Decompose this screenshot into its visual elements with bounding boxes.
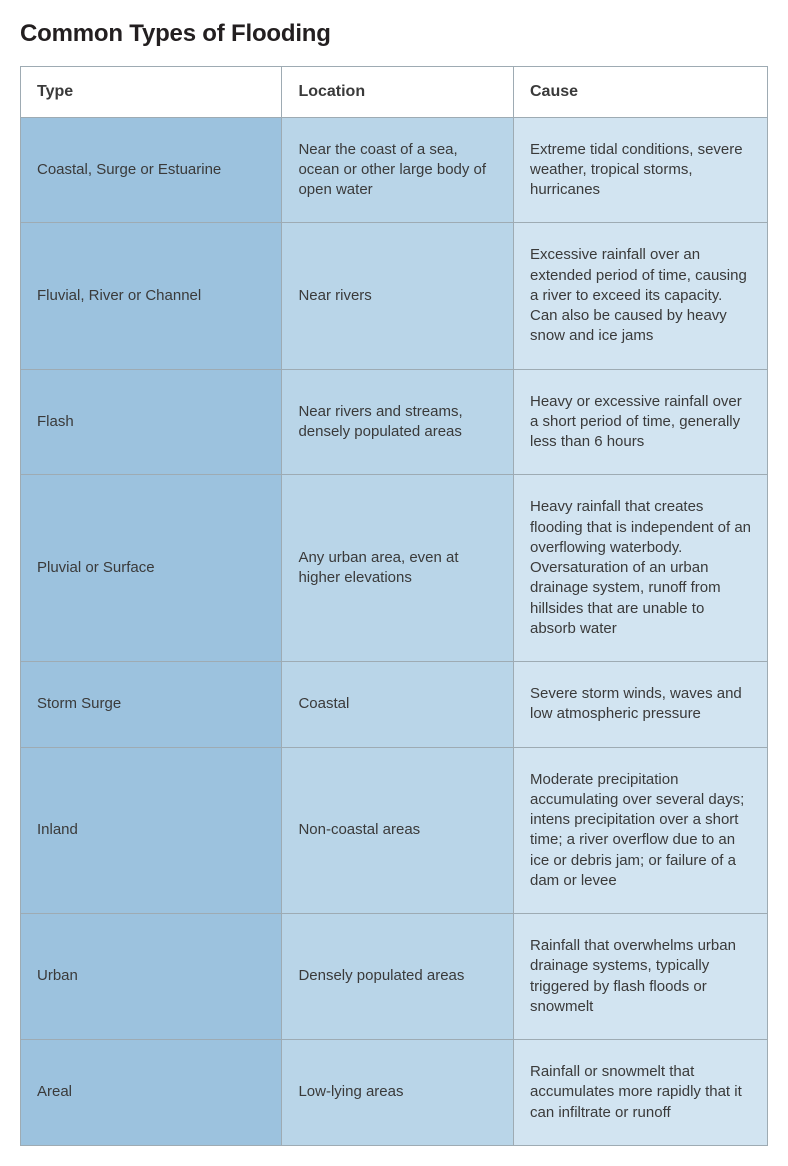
cell-type: Flash (21, 369, 282, 475)
col-header-location: Location (282, 67, 514, 118)
table-row: FlashNear rivers and streams, densely po… (21, 369, 768, 475)
cell-location: Coastal (282, 662, 514, 748)
table-row: InlandNon-coastal areasModerate precipit… (21, 747, 768, 914)
cell-type: Fluvial, River or Channel (21, 223, 282, 369)
cell-type: Storm Surge (21, 662, 282, 748)
cell-type: Pluvial or Surface (21, 475, 282, 662)
col-header-type: Type (21, 67, 282, 118)
cell-location: Any urban area, even at higher elevation… (282, 475, 514, 662)
table-row: ArealLow-lying areasRainfall or snowmelt… (21, 1040, 768, 1146)
cell-cause: Moderate precipitation accumulating over… (514, 747, 768, 914)
table-row: Coastal, Surge or EstuarineNear the coas… (21, 117, 768, 223)
cell-location: Near the coast of a sea, ocean or other … (282, 117, 514, 223)
table-row: Pluvial or SurfaceAny urban area, even a… (21, 475, 768, 662)
cell-type: Urban (21, 914, 282, 1040)
cell-type: Coastal, Surge or Estuarine (21, 117, 282, 223)
cell-type: Areal (21, 1040, 282, 1146)
table-row: Storm SurgeCoastalSevere storm winds, wa… (21, 662, 768, 748)
cell-type: Inland (21, 747, 282, 914)
cell-location: Near rivers and streams, densely populat… (282, 369, 514, 475)
cell-cause: Rainfall that overwhelms urban drainage … (514, 914, 768, 1040)
cell-location: Densely populated areas (282, 914, 514, 1040)
cell-cause: Severe storm winds, waves and low atmosp… (514, 662, 768, 748)
cell-cause: Heavy rainfall that creates flooding tha… (514, 475, 768, 662)
cell-location: Non-coastal areas (282, 747, 514, 914)
table-header-row: Type Location Cause (21, 67, 768, 118)
col-header-cause: Cause (514, 67, 768, 118)
cell-cause: Rainfall or snowmelt that accumulates mo… (514, 1040, 768, 1146)
cell-cause: Excessive rainfall over an extended peri… (514, 223, 768, 369)
table-body: Coastal, Surge or EstuarineNear the coas… (21, 117, 768, 1145)
cell-cause: Extreme tidal conditions, severe weather… (514, 117, 768, 223)
flooding-types-table: Type Location Cause Coastal, Surge or Es… (20, 66, 768, 1146)
cell-cause: Heavy or excessive rainfall over a short… (514, 369, 768, 475)
page-title: Common Types of Flooding (20, 20, 768, 48)
cell-location: Low-lying areas (282, 1040, 514, 1146)
cell-location: Near rivers (282, 223, 514, 369)
table-row: UrbanDensely populated areasRainfall tha… (21, 914, 768, 1040)
table-row: Fluvial, River or ChannelNear riversExce… (21, 223, 768, 369)
